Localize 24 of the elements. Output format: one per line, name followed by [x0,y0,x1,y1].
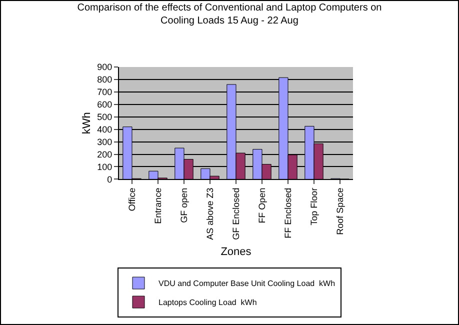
x-axis-title: Zones [220,246,252,258]
x-tick-label: GF open [178,188,189,223]
y-tick-label: 300 [97,136,112,147]
x-tick-label: Entrance [152,188,163,224]
y-tick-label: 0 [107,174,112,184]
y-tick-label: 200 [97,149,112,160]
legend-label: Laptops Cooling Load kWh [158,298,257,308]
x-tick-label: Roof Space [334,188,345,235]
x-tick-label: FF Open [256,188,267,224]
x-tick-label: Office [126,188,137,212]
legend-label: VDU and Computer Base Unit Cooling Load kWh [158,279,336,288]
x-tick-label: FF Enclosed [282,188,293,238]
y-tick-label: 600 [97,100,112,110]
x-tick-label: Top Floor [308,188,319,226]
x-tick-label: AS above Z3 [204,188,215,240]
y-tick-label: 400 [97,124,112,134]
y-axis-title: kWh [80,112,93,134]
y-tick-label: 700 [97,87,112,98]
y-tick-label: 500 [97,112,112,122]
y-tick-label: 100 [97,162,112,172]
chart-title: Comparison of the effects of Conventional and Laptop Computers on Cooling Loads 15 Aug - 22 Aug [77,2,382,27]
y-tick-label: 800 [97,74,112,85]
y-tick-label: 900 [97,62,112,72]
x-tick-label: GF Enclosed [230,188,241,240]
